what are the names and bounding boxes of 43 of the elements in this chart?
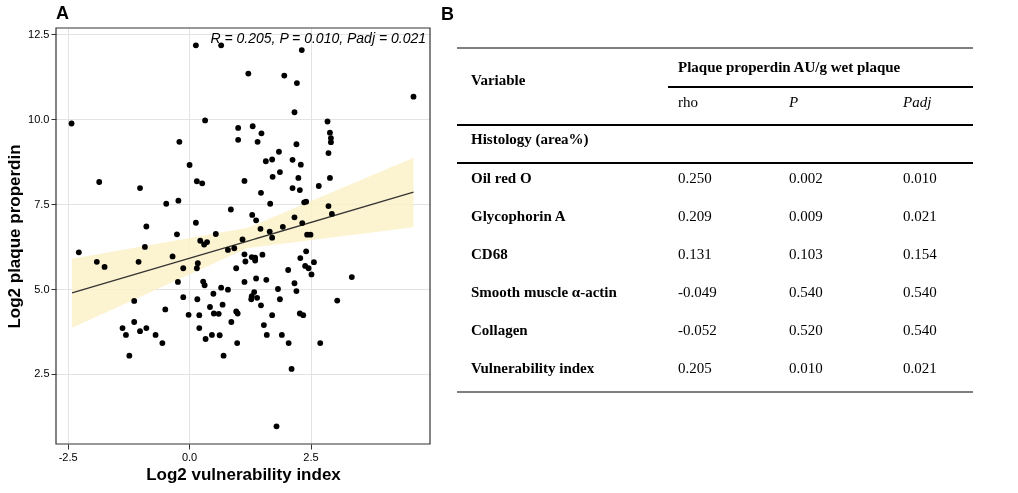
text: -0.052 bbox=[678, 322, 717, 338]
text: 0.010 bbox=[789, 360, 823, 376]
text: 0.131 bbox=[678, 246, 712, 262]
text: Collagen bbox=[471, 322, 529, 338]
text: 0.520 bbox=[789, 322, 823, 338]
text: 0.021 bbox=[903, 360, 937, 376]
text: 0.010 bbox=[903, 170, 937, 186]
text: Glycophorin A bbox=[471, 208, 566, 224]
text: 0.002 bbox=[789, 170, 823, 186]
text: Plaque properdin AU/g wet plaque bbox=[678, 59, 901, 75]
text: Smooth muscle α-actin bbox=[471, 284, 618, 300]
y-tick-label: 7.5 bbox=[34, 197, 50, 210]
y-tick-label: 2.5 bbox=[34, 367, 50, 380]
x-tick-label: 2.5 bbox=[303, 450, 319, 463]
x-tick-label: -2.5 bbox=[58, 450, 78, 463]
chart-title: A bbox=[56, 3, 69, 24]
text: 0.540 bbox=[903, 284, 937, 300]
text: 0.103 bbox=[789, 246, 823, 262]
text: 0.154 bbox=[903, 246, 938, 262]
text: Vulnerability index bbox=[471, 360, 595, 376]
y-tick-label: 12.5 bbox=[28, 27, 50, 40]
text: 0.540 bbox=[903, 322, 937, 338]
text: 0.009 bbox=[789, 208, 823, 224]
y-tick-label: 5.0 bbox=[34, 282, 50, 295]
text: Variable bbox=[471, 72, 526, 88]
text: B bbox=[441, 4, 454, 24]
text: 0.209 bbox=[678, 208, 712, 224]
text: Histology (area%) bbox=[471, 131, 589, 148]
text: rho bbox=[678, 94, 698, 110]
text: CD68 bbox=[471, 246, 508, 262]
annotation: R = 0.205, P = 0.010, Padj = 0.021 bbox=[210, 30, 426, 46]
text: P bbox=[788, 94, 799, 110]
text: -0.049 bbox=[678, 284, 717, 300]
text: 0.021 bbox=[903, 208, 937, 224]
text: Padj bbox=[902, 94, 932, 110]
y-axis-title: Log2 plaque properdin bbox=[5, 144, 25, 329]
text: Oil red O bbox=[471, 170, 532, 186]
text: 0.205 bbox=[678, 360, 712, 376]
x-tick-label: 0.0 bbox=[181, 450, 198, 463]
text: 0.540 bbox=[789, 284, 823, 300]
x-axis-title: Log2 vulnerability index bbox=[146, 464, 342, 484]
y-tick-label: 10.0 bbox=[28, 112, 50, 125]
text: 0.250 bbox=[678, 170, 712, 186]
